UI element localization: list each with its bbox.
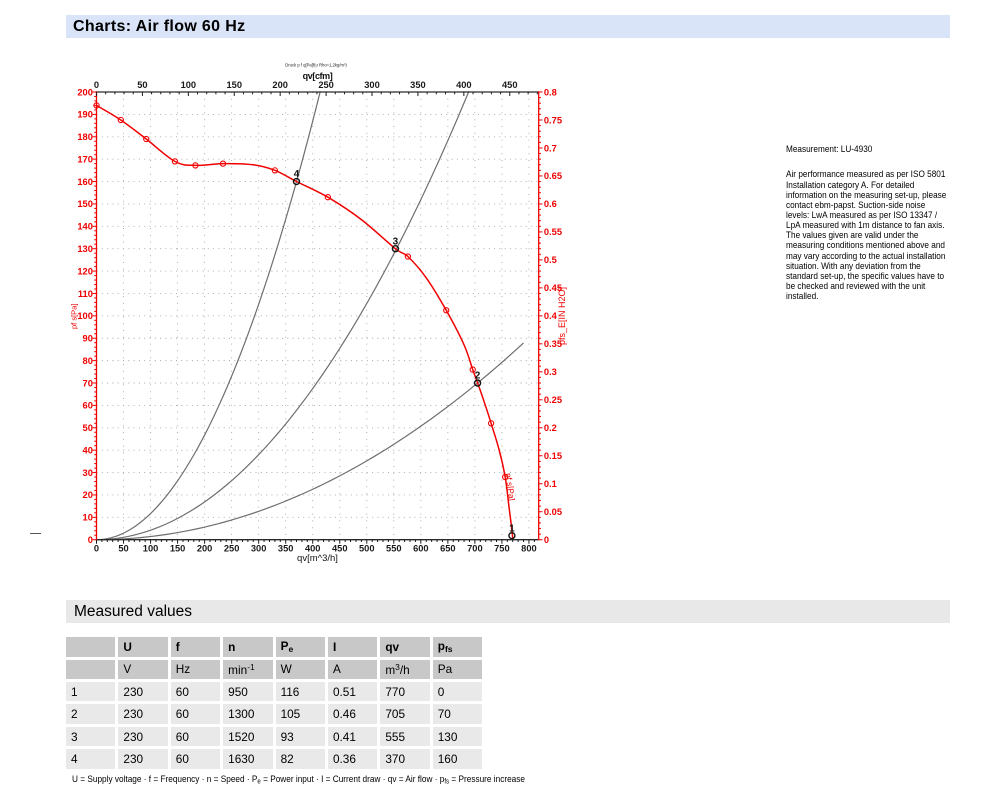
svg-text:0.7: 0.7 (544, 143, 557, 153)
svg-text:170: 170 (77, 154, 93, 164)
svg-text:Druck p f q[Pa]f(u Rho=1,2kg/m: Druck p f q[Pa]f(u Rho=1,2kg/m³) (285, 63, 347, 68)
svg-text:0.75: 0.75 (544, 115, 562, 125)
svg-text:pf s[Pa]: pf s[Pa] (70, 304, 79, 329)
svg-text:0.5: 0.5 (544, 255, 557, 265)
svg-text:500: 500 (359, 543, 375, 553)
svg-text:100: 100 (77, 311, 93, 321)
svg-text:450: 450 (502, 80, 518, 90)
svg-text:0.05: 0.05 (544, 507, 562, 517)
svg-text:350: 350 (410, 80, 426, 90)
svg-text:0.4: 0.4 (544, 311, 558, 321)
svg-text:0: 0 (94, 80, 99, 90)
svg-text:qv[m^3/h]: qv[m^3/h] (297, 553, 338, 564)
svg-text:600: 600 (413, 543, 429, 553)
svg-text:200: 200 (197, 543, 213, 553)
svg-text:0.45: 0.45 (544, 283, 562, 293)
svg-text:140: 140 (77, 222, 93, 232)
svg-text:160: 160 (77, 177, 93, 187)
svg-text:qv[cfm]: qv[cfm] (303, 71, 333, 81)
svg-text:0.35: 0.35 (544, 339, 562, 349)
svg-text:550: 550 (386, 543, 402, 553)
svg-text:10: 10 (83, 513, 93, 523)
svg-text:150: 150 (170, 543, 186, 553)
svg-text:pf s[Pa]: pf s[Pa] (504, 473, 517, 502)
svg-text:130: 130 (77, 244, 93, 254)
svg-text:120: 120 (77, 266, 93, 276)
svg-text:350: 350 (278, 543, 294, 553)
svg-text:4: 4 (294, 169, 300, 180)
svg-text:0.3: 0.3 (544, 367, 557, 377)
svg-text:0.15: 0.15 (544, 451, 562, 461)
svg-text:300: 300 (364, 80, 380, 90)
svg-text:110: 110 (78, 289, 93, 299)
svg-text:50: 50 (118, 543, 128, 553)
svg-text:40: 40 (83, 445, 93, 455)
svg-text:80: 80 (83, 356, 93, 366)
svg-text:3: 3 (393, 236, 399, 247)
svg-text:70: 70 (83, 378, 93, 388)
svg-text:750: 750 (494, 543, 510, 553)
svg-text:800: 800 (521, 543, 537, 553)
svg-text:2: 2 (475, 371, 481, 382)
svg-text:200: 200 (77, 87, 93, 97)
svg-text:0.2: 0.2 (544, 423, 557, 433)
svg-text:50: 50 (83, 423, 93, 433)
svg-text:0: 0 (88, 535, 93, 545)
svg-text:150: 150 (226, 80, 242, 90)
svg-text:20: 20 (83, 490, 93, 500)
svg-text:100: 100 (181, 80, 197, 90)
svg-text:0.6: 0.6 (544, 199, 557, 209)
svg-text:700: 700 (467, 543, 483, 553)
svg-text:150: 150 (77, 199, 93, 209)
svg-text:400: 400 (456, 80, 472, 90)
svg-text:190: 190 (77, 110, 93, 120)
svg-text:0.1: 0.1 (544, 479, 557, 489)
svg-text:1: 1 (509, 523, 515, 534)
svg-text:400: 400 (305, 543, 321, 553)
svg-text:0.65: 0.65 (544, 171, 562, 181)
svg-text:0: 0 (94, 543, 99, 553)
svg-text:0.55: 0.55 (544, 227, 562, 237)
svg-text:0: 0 (544, 535, 549, 545)
svg-text:200: 200 (272, 80, 288, 90)
svg-text:0.8: 0.8 (544, 87, 557, 97)
svg-text:250: 250 (318, 80, 334, 90)
svg-text:50: 50 (137, 80, 147, 90)
svg-text:60: 60 (83, 401, 93, 411)
svg-text:100: 100 (143, 543, 159, 553)
svg-text:30: 30 (83, 468, 93, 478)
svg-text:pfs_E[IN H2O]: pfs_E[IN H2O] (557, 287, 567, 345)
svg-text:180: 180 (77, 132, 93, 142)
svg-text:0.25: 0.25 (544, 395, 562, 405)
svg-text:450: 450 (332, 543, 348, 553)
svg-text:300: 300 (251, 543, 267, 553)
svg-text:250: 250 (224, 543, 240, 553)
svg-text:90: 90 (83, 334, 93, 344)
svg-text:650: 650 (440, 543, 456, 553)
